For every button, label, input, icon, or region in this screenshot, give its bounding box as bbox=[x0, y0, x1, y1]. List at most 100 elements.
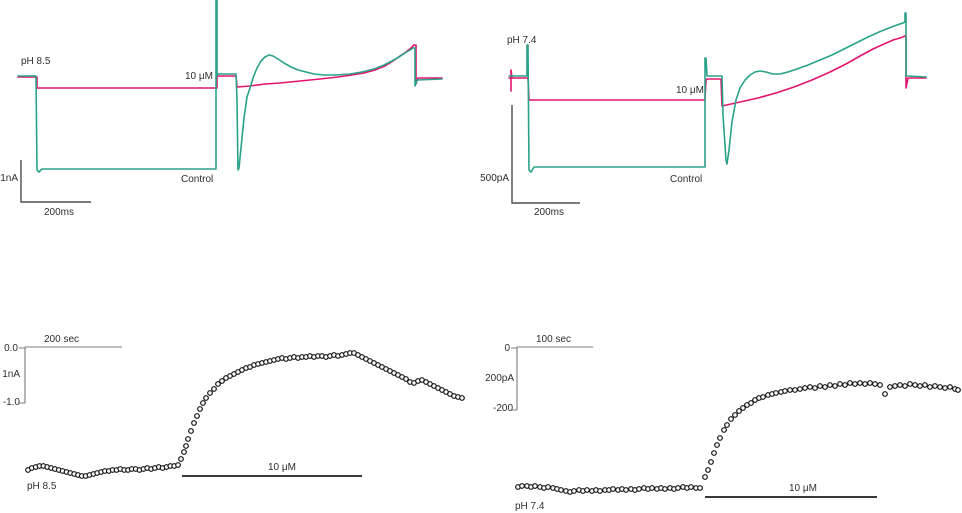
data-point bbox=[912, 382, 918, 388]
data-point bbox=[817, 383, 823, 389]
y-axis-top-label: 0.0 bbox=[4, 343, 18, 354]
current-traces bbox=[508, 12, 927, 173]
data-point bbox=[787, 387, 793, 393]
data-point bbox=[862, 381, 868, 387]
ph-label: pH 7.4 bbox=[515, 501, 545, 512]
data-point bbox=[760, 394, 766, 400]
data-point bbox=[740, 405, 746, 411]
data-point bbox=[675, 485, 681, 491]
data-point bbox=[872, 381, 878, 387]
data-point bbox=[947, 384, 953, 390]
y-axis-unit-label: 1nA bbox=[2, 369, 20, 380]
tr-traces-treated-trace bbox=[508, 35, 927, 107]
data-point bbox=[188, 428, 194, 434]
data-point bbox=[773, 390, 779, 396]
data-point bbox=[847, 380, 853, 386]
data-point bbox=[705, 467, 711, 473]
time-scalebar-label: 100 sec bbox=[536, 334, 571, 345]
tr-traces-control-trace bbox=[508, 12, 927, 173]
y-axis-and-time-scalebar bbox=[19, 346, 122, 404]
data-point bbox=[623, 487, 629, 493]
data-point bbox=[837, 381, 843, 387]
data-point bbox=[519, 483, 525, 489]
data-point bbox=[937, 384, 943, 390]
data-point bbox=[584, 487, 590, 493]
data-point bbox=[211, 386, 217, 392]
data-point bbox=[807, 384, 813, 390]
control-trace-label: Control bbox=[181, 174, 213, 185]
y-axis-bottom-label: -1.0 bbox=[3, 397, 21, 408]
horizontal-scalebar-label: 200ms bbox=[534, 207, 564, 218]
control-trace-label: Control bbox=[670, 174, 702, 185]
data-point bbox=[714, 442, 720, 448]
data-point bbox=[812, 385, 818, 391]
data-point bbox=[782, 388, 788, 394]
treated-trace-label: 10 μM bbox=[676, 85, 704, 96]
data-point bbox=[724, 422, 730, 428]
data-point bbox=[571, 488, 577, 494]
data-point bbox=[827, 382, 833, 388]
data-point bbox=[194, 413, 200, 419]
time-scalebar-label: 200 sec bbox=[44, 334, 79, 345]
data-point bbox=[857, 380, 863, 386]
data-point bbox=[721, 427, 727, 433]
scalebar-l bbox=[511, 105, 580, 204]
data-point bbox=[802, 385, 808, 391]
timecourse-points bbox=[515, 380, 961, 495]
data-point bbox=[717, 435, 723, 441]
data-point bbox=[183, 443, 189, 449]
y-axis-top-label: 0 bbox=[504, 343, 510, 354]
trace-panel-ph74: pH 7.4 10 μM Control 500pA 200ms bbox=[480, 12, 927, 218]
data-point bbox=[597, 488, 603, 494]
data-point bbox=[942, 385, 948, 391]
data-point bbox=[822, 384, 828, 390]
data-point bbox=[175, 462, 181, 468]
data-point bbox=[532, 483, 538, 489]
data-point bbox=[688, 484, 694, 490]
data-point bbox=[649, 485, 655, 491]
data-point bbox=[219, 378, 225, 384]
ph-label: pH 8.5 bbox=[27, 481, 57, 492]
data-point bbox=[697, 485, 703, 491]
horizontal-scalebar-label: 200ms bbox=[44, 207, 74, 218]
data-point bbox=[403, 376, 409, 382]
data-point bbox=[636, 486, 642, 492]
tl-traces-treated-trace bbox=[17, 44, 443, 89]
data-point bbox=[459, 395, 465, 401]
timecourse-panel-ph74: 0 200pA -200 100 sec 10 μM pH 7.4 bbox=[485, 334, 961, 512]
data-point bbox=[545, 484, 551, 490]
data-point bbox=[842, 382, 848, 388]
y-axis-and-time-scalebar bbox=[511, 346, 593, 411]
y-axis-bottom-label: -200 bbox=[493, 403, 513, 414]
data-point bbox=[887, 384, 893, 390]
data-point bbox=[797, 386, 803, 392]
current-traces bbox=[17, 0, 443, 173]
data-point bbox=[897, 382, 903, 388]
data-point bbox=[203, 395, 209, 401]
ph-label: pH 7.4 bbox=[507, 35, 537, 46]
data-point bbox=[832, 383, 838, 389]
data-point bbox=[197, 406, 203, 412]
data-point bbox=[877, 382, 883, 388]
data-point bbox=[892, 383, 898, 389]
data-point bbox=[178, 456, 184, 462]
data-point bbox=[610, 486, 616, 492]
scalebar-l bbox=[20, 160, 91, 203]
data-point bbox=[711, 450, 717, 456]
data-point bbox=[215, 381, 221, 387]
data-point bbox=[882, 391, 888, 397]
timecourse-points bbox=[25, 350, 465, 479]
data-point bbox=[662, 486, 668, 492]
data-point bbox=[927, 384, 933, 390]
tl-traces-control-trace bbox=[17, 0, 443, 173]
data-point bbox=[922, 382, 928, 388]
data-point bbox=[955, 387, 961, 393]
data-point bbox=[558, 487, 564, 493]
data-point bbox=[728, 416, 734, 422]
data-point bbox=[792, 387, 798, 393]
treated-trace-label: 10 μM bbox=[185, 71, 213, 82]
trace-panel-ph85: pH 8.5 10 μM Control 1nA 200ms bbox=[0, 0, 443, 218]
data-point bbox=[207, 390, 213, 396]
